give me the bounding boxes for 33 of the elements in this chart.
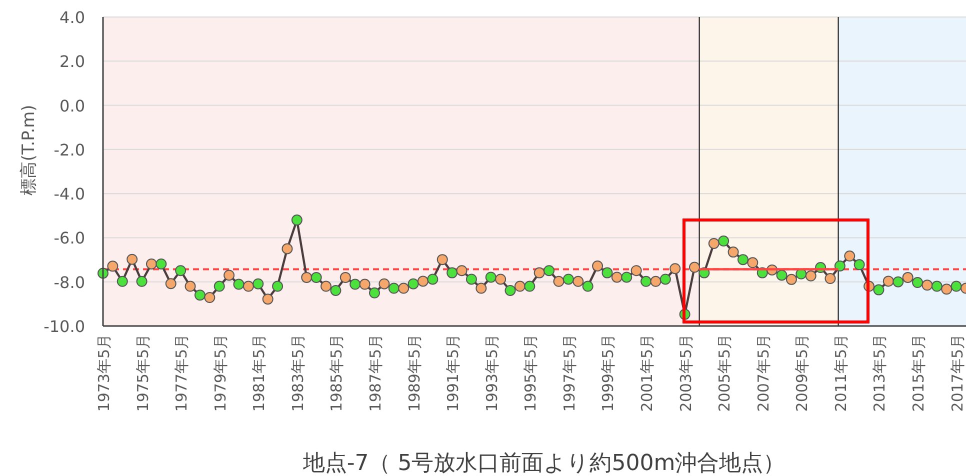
y-tick-label: 2.0	[60, 52, 85, 72]
y-tick-label: -6.0	[54, 228, 85, 248]
x-tick-label: 1973年5月	[95, 334, 113, 412]
x-tick-label: 1981年5月	[250, 334, 268, 412]
x-tick-label: 1977年5月	[172, 334, 191, 412]
y-tick-label: -2.0	[54, 140, 85, 160]
y-tick-label: 4.0	[60, 8, 85, 27]
x-tick-label: 1979年5月	[211, 334, 230, 412]
y-tick-label: -8.0	[54, 272, 85, 292]
x-tick-label: 2003年5月	[676, 334, 695, 412]
x-tick-label: 2005年5月	[716, 334, 734, 412]
y-tick-label: -4.0	[54, 184, 85, 204]
x-tick-label: 1999年5月	[599, 334, 618, 412]
x-axis-title: 地点-7（ 5号放水口前面より約500m沖合地点）	[302, 451, 786, 476]
x-tick-label: 1995年5月	[522, 334, 540, 412]
y-tick-label: -10.0	[44, 317, 85, 336]
x-tick-label: 2007年5月	[754, 334, 772, 412]
x-tick-label: 1997年5月	[560, 334, 578, 412]
x-tick-label: 2011年5月	[832, 334, 850, 412]
x-tick-label: 2001年5月	[638, 334, 656, 412]
x-tick-label: 1989年5月	[405, 334, 424, 412]
x-tick-label: 2015年5月	[910, 334, 928, 412]
x-tick-label: 2009年5月	[793, 334, 812, 412]
y-tick-label: 0.0	[60, 96, 85, 116]
x-tick-label: 1985年5月	[328, 334, 346, 412]
x-tick-label: 1987年5月	[366, 334, 385, 412]
x-tick-label: 1991年5月	[444, 334, 462, 412]
x-tick-label: 1993年5月	[482, 334, 501, 412]
y-axis-title: 標高(T.P.m)	[19, 104, 39, 196]
x-tick-label: 1975年5月	[134, 334, 152, 412]
x-tick-label: 2017年5月	[948, 334, 966, 412]
x-tick-label: 2013年5月	[870, 334, 889, 412]
x-tick-label: 1983年5月	[288, 334, 307, 412]
